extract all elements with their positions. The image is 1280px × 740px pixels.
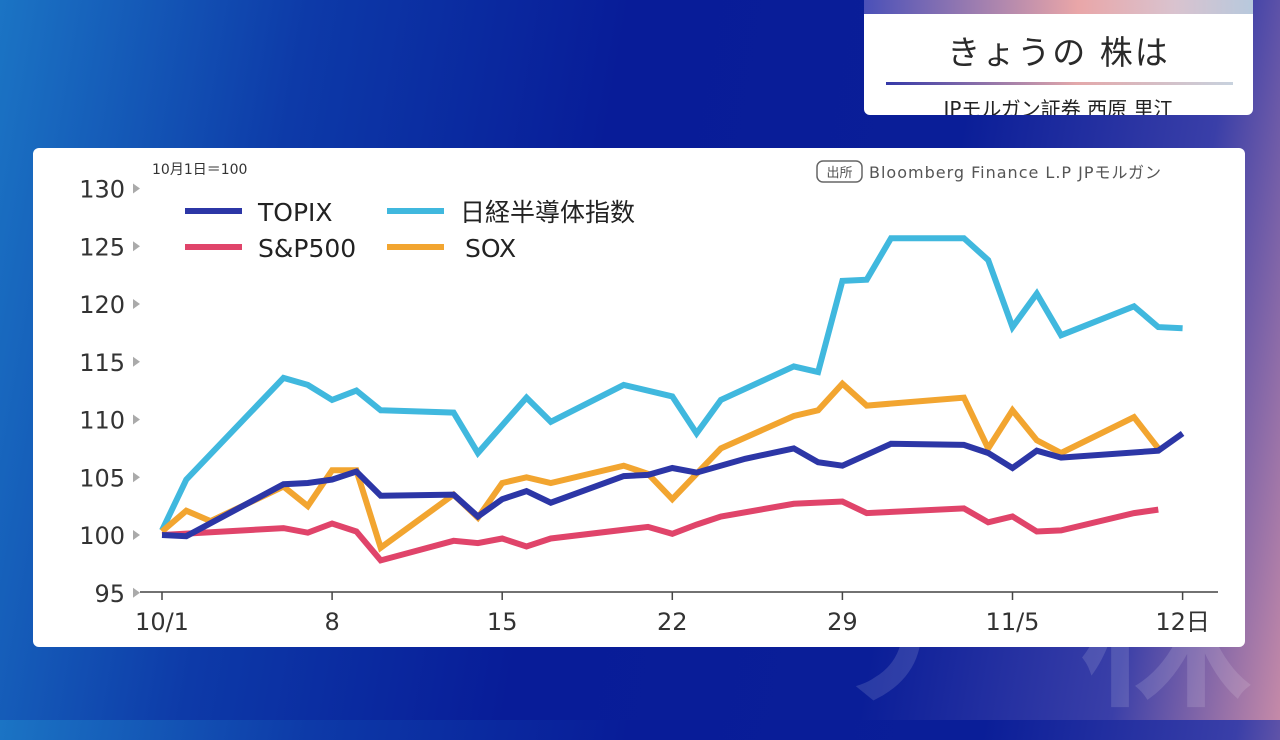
source-text: Bloomberg Finance L.P JPモルガン: [869, 163, 1162, 182]
segment-header: きょうの 株は JPモルガン証券 西原 里江: [864, 0, 1253, 115]
legend-label: 日経半導体指数: [460, 198, 635, 227]
x-tick-label: 8: [324, 608, 339, 636]
segment-title: きょうの 株は: [947, 33, 1170, 72]
y-tick-label: 110: [79, 407, 125, 435]
x-tick-label: 22: [657, 608, 688, 636]
series-line-sox: [160, 379, 1161, 553]
y-tick-marker: [133, 356, 140, 367]
y-tick-label: 95: [94, 580, 125, 608]
y-tick-marker: [133, 183, 140, 194]
header-divider: [886, 82, 1233, 85]
x-tick-label: 29: [827, 608, 858, 636]
y-tick-marker: [133, 472, 140, 483]
x-tick-label: 15: [487, 608, 518, 636]
legend-label: SOX: [465, 234, 516, 263]
base-note: 10月1日＝100: [152, 162, 247, 178]
x-tick-label: 10/1: [135, 608, 189, 636]
y-tick-marker: [133, 299, 140, 309]
y-tick-label: 115: [79, 349, 125, 377]
y-tick-marker: [133, 241, 140, 252]
y-tick-marker: [133, 530, 140, 540]
guest-name: JPモルガン証券 西原 里江: [943, 97, 1174, 115]
x-tick-label: 11/5: [986, 608, 1040, 636]
series-line-nikkei-semiconductor: [159, 235, 1183, 532]
source-badge: 出所: [826, 166, 852, 181]
series-line-topix: [161, 430, 1185, 540]
y-tick-marker: [133, 414, 140, 425]
x-tick-label: 12日: [1155, 608, 1210, 636]
y-tick-label: 105: [79, 464, 125, 492]
series-line-sp500: [161, 498, 1159, 564]
legend-label: TOPIX: [257, 198, 333, 227]
legend-label: S&P500: [258, 234, 356, 263]
y-tick-label: 120: [79, 291, 125, 319]
y-tick-label: 125: [79, 233, 125, 261]
y-tick-marker: [133, 587, 140, 598]
chart-card: 95 100 105 110 115 120 125 130 10/1 8 15 22 29 11/5 12…: [33, 148, 1245, 647]
y-tick-label: 130: [79, 176, 125, 204]
source-badge-frame: [816, 160, 863, 183]
header-strip: [864, 0, 1253, 14]
y-tick-label: 100: [79, 522, 125, 550]
line-chart: 95 100 105 110 115 120 125 130 10/1 8 15 22 29 11/5 12…: [79, 160, 1218, 636]
